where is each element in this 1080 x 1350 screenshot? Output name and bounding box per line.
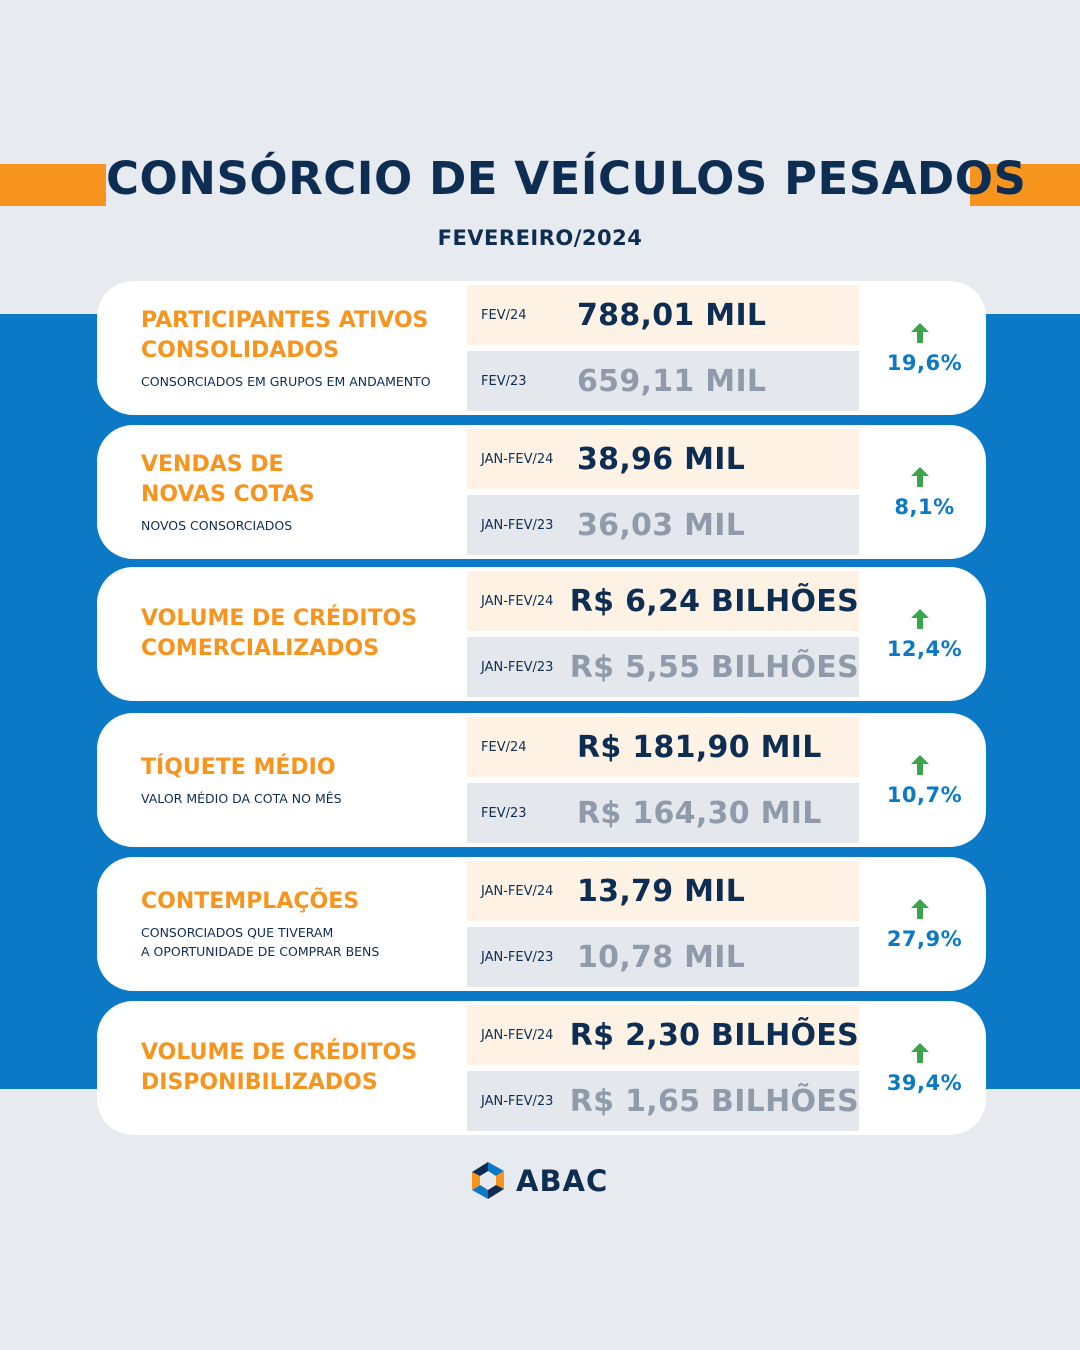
- previous-value: 36,03 MIL: [577, 507, 746, 543]
- previous-row: FEV/23 R$ 164,30 MIL: [467, 783, 859, 843]
- current-row: JAN-FEV/24 R$ 2,30 BILHÕES: [467, 1005, 859, 1065]
- current-row: JAN-FEV/24 R$ 6,24 BILHÕES: [467, 571, 859, 631]
- metric-title: TÍQUETE MÉDIO: [141, 754, 336, 780]
- current-period: JAN-FEV/24: [481, 451, 554, 467]
- current-row: JAN-FEV/24 38,96 MIL: [467, 429, 859, 489]
- page-subtitle: FEVEREIRO/2024: [437, 226, 643, 250]
- current-value: R$ 6,24 BILHÕES: [569, 583, 859, 619]
- title-accent-right: [970, 164, 1080, 206]
- previous-period: JAN-FEV/23: [481, 949, 554, 965]
- metric-description: VALOR MÉDIO DA COTA NO MÊS: [141, 790, 342, 806]
- page-title: CONSÓRCIO DE VEÍCULOS PESADOS: [106, 152, 1027, 205]
- change-percent: 8,1%: [894, 495, 955, 519]
- metric-label: CONTEMPLAÇÕES CONSORCIADOS QUE TIVERAM A…: [141, 857, 461, 991]
- metric-label: VOLUME DE CRÉDITOS DISPONIBILIZADOS: [141, 1001, 461, 1135]
- previous-value: R$ 164,30 MIL: [577, 795, 822, 831]
- previous-value: R$ 5,55 BILHÕES: [569, 649, 859, 685]
- abac-logo-icon: [472, 1162, 504, 1199]
- metric-title: VOLUME DE CRÉDITOS DISPONIBILIZADOS: [141, 1040, 418, 1095]
- metric-title: VENDAS DE NOVAS COTAS: [141, 451, 315, 507]
- metric-card-creditos-comercializados: VOLUME DE CRÉDITOS COMERCIALIZADOS JAN-F…: [97, 567, 986, 701]
- current-value: 788,01 MIL: [577, 297, 767, 333]
- metric-title: VOLUME DE CRÉDITOS COMERCIALIZADOS: [141, 606, 418, 661]
- change-percent: 39,4%: [886, 1071, 963, 1095]
- current-period: FEV/24: [481, 739, 527, 755]
- current-period: JAN-FEV/24: [481, 883, 554, 899]
- current-row: FEV/24 788,01 MIL: [467, 285, 859, 345]
- logo-text: ABAC: [516, 1164, 609, 1198]
- current-row: FEV/24 R$ 181,90 MIL: [467, 717, 859, 777]
- change-percent: 19,6%: [886, 351, 963, 375]
- previous-row: JAN-FEV/23 10,78 MIL: [467, 927, 859, 987]
- current-value: R$ 2,30 BILHÕES: [569, 1017, 859, 1053]
- change-indicator: 19,6%: [863, 281, 986, 415]
- title-accent-left: [0, 164, 106, 206]
- up-arrow-icon: [910, 609, 929, 629]
- abac-logo: ABAC: [466, 1158, 608, 1204]
- previous-period: JAN-FEV/23: [481, 517, 554, 533]
- previous-row: JAN-FEV/23 36,03 MIL: [467, 495, 859, 555]
- up-arrow-icon: [910, 467, 929, 487]
- change-percent: 12,4%: [886, 637, 963, 661]
- previous-value: 659,11 MIL: [577, 363, 767, 399]
- change-indicator: 39,4%: [863, 1001, 986, 1135]
- previous-period: JAN-FEV/23: [481, 659, 554, 675]
- metric-title: CONTEMPLAÇÕES: [141, 889, 360, 914]
- change-percent: 27,9%: [886, 927, 963, 951]
- change-indicator: 27,9%: [863, 857, 986, 991]
- metric-card-vendas: VENDAS DE NOVAS COTAS NOVOS CONSORCIADOS…: [97, 425, 986, 559]
- metric-description: CONSORCIADOS QUE TIVERAM A OPORTUNIDADE …: [141, 925, 380, 959]
- change-indicator: 8,1%: [863, 425, 986, 559]
- previous-period: FEV/23: [481, 805, 527, 821]
- change-indicator: 12,4%: [863, 567, 986, 701]
- metric-title: PARTICIPANTES ATIVOS CONSOLIDADOS: [141, 307, 429, 363]
- current-value: R$ 181,90 MIL: [577, 729, 822, 765]
- metric-card-participantes: PARTICIPANTES ATIVOS CONSOLIDADOS CONSOR…: [97, 281, 986, 415]
- previous-row: FEV/23 659,11 MIL: [467, 351, 859, 411]
- metric-card-tiquete-medio: TÍQUETE MÉDIO VALOR MÉDIO DA COTA NO MÊS…: [97, 713, 986, 847]
- metric-label: PARTICIPANTES ATIVOS CONSOLIDADOS CONSOR…: [141, 281, 461, 415]
- up-arrow-icon: [910, 899, 929, 919]
- current-period: JAN-FEV/24: [481, 1027, 554, 1043]
- current-value: 13,79 MIL: [577, 873, 746, 909]
- up-arrow-icon: [910, 1043, 929, 1063]
- current-row: JAN-FEV/24 13,79 MIL: [467, 861, 859, 921]
- metric-card-creditos-disponibilizados: VOLUME DE CRÉDITOS DISPONIBILIZADOS JAN-…: [97, 1001, 986, 1135]
- current-period: JAN-FEV/24: [481, 593, 554, 609]
- current-value: 38,96 MIL: [577, 441, 746, 477]
- up-arrow-icon: [910, 323, 929, 343]
- metric-description: CONSORCIADOS EM GRUPOS EM ANDAMENTO: [141, 373, 431, 389]
- previous-value: R$ 1,65 BILHÕES: [569, 1083, 859, 1119]
- metric-label: VENDAS DE NOVAS COTAS NOVOS CONSORCIADOS: [141, 425, 461, 559]
- up-arrow-icon: [910, 755, 929, 775]
- metric-description: NOVOS CONSORCIADOS: [141, 517, 293, 533]
- previous-period: JAN-FEV/23: [481, 1093, 554, 1109]
- previous-value: 10,78 MIL: [577, 939, 746, 975]
- previous-row: JAN-FEV/23 R$ 1,65 BILHÕES: [467, 1071, 859, 1131]
- metric-label: VOLUME DE CRÉDITOS COMERCIALIZADOS: [141, 567, 461, 701]
- previous-period: FEV/23: [481, 373, 527, 389]
- change-indicator: 10,7%: [863, 713, 986, 847]
- current-period: FEV/24: [481, 307, 527, 323]
- previous-row: JAN-FEV/23 R$ 5,55 BILHÕES: [467, 637, 859, 697]
- change-percent: 10,7%: [886, 783, 963, 807]
- metric-card-contemplacoes: CONTEMPLAÇÕES CONSORCIADOS QUE TIVERAM A…: [97, 857, 986, 991]
- metric-label: TÍQUETE MÉDIO VALOR MÉDIO DA COTA NO MÊS: [141, 713, 461, 847]
